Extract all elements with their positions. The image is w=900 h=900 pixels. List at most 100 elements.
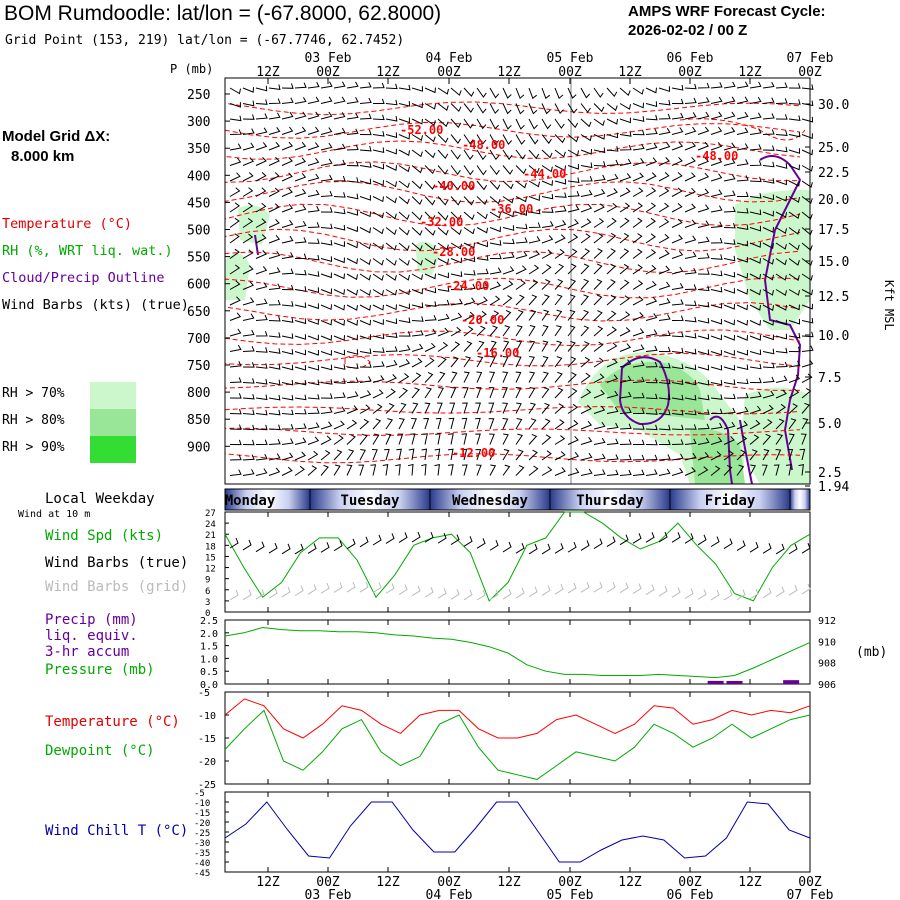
wind-barb (385, 403, 395, 414)
wind-barb (346, 193, 359, 200)
wind-barb (294, 379, 307, 386)
wind-barb (749, 304, 761, 311)
top-date-label: 06 Feb (667, 51, 714, 66)
wind-barb (242, 157, 255, 166)
cloud-outline-5 (254, 234, 259, 256)
wind-barb-true (645, 532, 655, 543)
weekday-cell (225, 489, 310, 510)
wind-barb (593, 134, 605, 140)
wind-barb (710, 142, 723, 151)
wind-barb (528, 279, 539, 290)
wind-barb (710, 379, 723, 386)
wind-barb (580, 452, 593, 461)
wind-barb (593, 174, 606, 182)
panel-tick-label: -5 (198, 688, 210, 699)
wind-barb (567, 467, 580, 476)
wind-barb (606, 326, 617, 337)
wind-barb (697, 252, 710, 259)
wind-barb (437, 165, 449, 175)
wind-barb (736, 111, 749, 120)
cloud-outline-1 (618, 356, 670, 426)
wind-barb (424, 328, 437, 337)
wind-barb (749, 144, 762, 151)
wind-barb (645, 424, 658, 431)
p-tick-label: 650 (187, 305, 210, 320)
wind-barb (346, 160, 359, 167)
wind-barb (554, 435, 566, 445)
wind-barb (541, 294, 550, 306)
wind-barb (489, 240, 502, 246)
wind-barb (421, 448, 428, 461)
wind-barb-grid (294, 585, 304, 597)
wind-barb (554, 178, 567, 185)
wind-barb (723, 174, 736, 182)
wind-barb (359, 97, 372, 104)
wind-barb (697, 437, 710, 445)
wind-barb (567, 177, 580, 183)
wind-barb (307, 364, 320, 371)
wind-barb (229, 248, 240, 259)
wind-barb (658, 202, 670, 213)
panel-frame (224, 791, 811, 873)
wind-barb (775, 146, 788, 153)
model-grid-value: 8.000 km (11, 148, 75, 165)
bottom-date-label: 04 Feb (426, 888, 473, 900)
temperature-contour-label: -52.00 (400, 123, 443, 137)
forecast-cycle-title: AMPS WRF Forecast Cycle: (628, 3, 826, 20)
wind-barb (424, 315, 437, 321)
wind-barb-grid (229, 589, 239, 601)
wind-barb-grid (580, 582, 590, 593)
pressure-tick-label: 908 (818, 659, 836, 670)
kft-tick-label: 10.0 (818, 329, 849, 344)
wind-barb (801, 133, 813, 140)
wind-barb (684, 112, 697, 120)
p-tick-label: 600 (187, 278, 210, 293)
wind-barb (606, 232, 617, 244)
wind-barb (645, 329, 658, 337)
wind-barb (434, 448, 441, 461)
wind-barb (268, 394, 281, 401)
wind-barb (307, 334, 319, 341)
bottom-date-label: 05 Feb (547, 888, 594, 900)
wind-barb (320, 81, 333, 89)
wind-barb (229, 143, 242, 151)
wind-barb (437, 342, 449, 352)
temperature-contour-label: -24.00 (446, 279, 489, 293)
wind-barb (229, 469, 242, 476)
weekday-label: Monday (225, 493, 276, 509)
wind-barb (710, 318, 723, 325)
wind-barb (502, 280, 514, 290)
wind-barb (437, 87, 449, 95)
wind-barb (775, 211, 787, 218)
wind-barb (737, 191, 749, 197)
wind-barb (645, 296, 658, 306)
top-date-label: 03 Feb (305, 51, 352, 66)
wind-barb (333, 364, 346, 370)
wind-barb (372, 227, 384, 235)
wind-barb (346, 144, 359, 151)
wind-barb (775, 361, 788, 368)
bottom-time-tick-label: 00Z (678, 875, 702, 890)
wind-barb (515, 87, 525, 100)
temperature-contour (224, 228, 801, 252)
wind-barb (788, 148, 801, 154)
wind-barb (346, 320, 358, 326)
wind-barb (242, 378, 255, 384)
wind-barb (294, 172, 307, 182)
wind-barb (475, 402, 481, 414)
wind-barb (320, 379, 333, 385)
wind-barb (333, 349, 346, 356)
temperature-contour-labels: -52.00 -48.00 -44.00 -40.00 -36.00 -32.00 -28.… (400, 123, 738, 460)
weekday-cell (550, 489, 670, 510)
wind-barb (736, 435, 748, 445)
wind-barb (385, 418, 394, 430)
wind-barb (333, 208, 346, 215)
weekday-label: Wednesday (452, 493, 528, 509)
wind-barb (320, 304, 332, 311)
wind-barb (398, 303, 410, 310)
wind-barb (268, 364, 281, 370)
wind-barb (463, 326, 474, 337)
wind-barb (346, 177, 359, 183)
wind-barb (515, 309, 524, 321)
wind-barb (320, 319, 332, 326)
